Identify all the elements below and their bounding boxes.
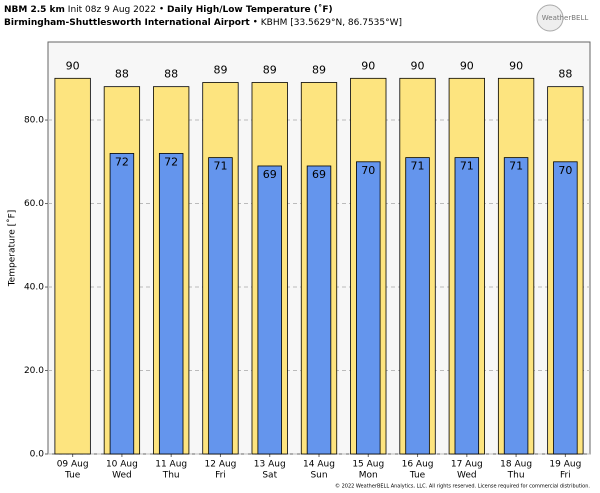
x-tick-label: 09 Aug (57, 460, 89, 470)
value-label: 90 (361, 59, 375, 72)
chart-title: Daily High/Low Temperature (˚F) (167, 4, 333, 15)
value-label: 71 (213, 160, 227, 173)
logo: WeatherBELL (542, 14, 589, 22)
value-label: 72 (164, 155, 178, 168)
x-tick-label: 19 Aug (549, 460, 581, 470)
y-axis-label: Temperature [˚F] (7, 210, 18, 288)
x-tick-weekday: Thu (507, 471, 525, 481)
bar-low (405, 157, 430, 455)
bar-low (356, 161, 381, 455)
bar-low (454, 157, 480, 455)
x-tick-label: 13 Aug (254, 460, 286, 470)
x-tick-weekday: Wed (112, 471, 132, 481)
x-tick-weekday: Sat (262, 471, 277, 481)
x-tick-label: 11 Aug (155, 460, 187, 470)
bar-low (208, 157, 233, 455)
value-label: 90 (66, 59, 80, 72)
x-tick-label: 15 Aug (352, 460, 384, 470)
value-label: 90 (411, 59, 425, 72)
value-label: 89 (213, 63, 227, 76)
y-tick-label: 40.0 (24, 283, 44, 293)
value-label: 69 (263, 168, 277, 181)
x-tick-weekday: Wed (457, 471, 477, 481)
x-tick-label: 17 Aug (451, 460, 483, 470)
x-tick-label: 12 Aug (205, 460, 237, 470)
value-label: 89 (312, 63, 326, 76)
value-label: 88 (558, 68, 572, 81)
title-init: Init 08z 9 Aug 2022 (68, 5, 156, 15)
bar-low (158, 153, 184, 455)
bar-low (109, 153, 135, 455)
bar-low (553, 161, 578, 455)
value-label: 88 (115, 68, 129, 81)
title-line-2: Birmingham-Shuttlesworth International A… (4, 18, 402, 28)
value-label: 90 (509, 59, 523, 72)
value-label: 71 (460, 160, 474, 173)
x-tick-weekday: Sun (310, 471, 327, 481)
bar-high (54, 77, 91, 455)
value-label: 70 (558, 164, 572, 177)
title-model: NBM 2.5 km (4, 5, 65, 15)
bar-low (306, 165, 332, 455)
bar-low (257, 165, 282, 455)
x-tick-label: 16 Aug (402, 460, 434, 470)
station-name: Birmingham-Shuttlesworth International A… (4, 18, 250, 28)
y-tick-label: 0.0 (30, 450, 45, 460)
value-label: 71 (509, 160, 523, 173)
x-tick-weekday: Tue (409, 471, 426, 481)
y-tick-label: 60.0 (24, 199, 44, 209)
x-tick-weekday: Tue (64, 471, 81, 481)
value-label: 69 (312, 168, 326, 181)
value-label: 72 (115, 155, 129, 168)
x-tick-weekday: Mon (359, 471, 378, 481)
value-label: 89 (263, 63, 277, 76)
x-tick-weekday: Fri (215, 471, 226, 481)
value-label: 88 (164, 68, 178, 81)
logo-icon (536, 4, 564, 32)
value-label: 90 (460, 59, 474, 72)
footer: © 2022 WeatherBELL Analytics, LLC. All r… (335, 483, 590, 490)
x-tick-label: 10 Aug (106, 460, 138, 470)
value-label: 71 (411, 160, 425, 173)
y-tick-label: 20.0 (24, 366, 44, 376)
x-tick-label: 14 Aug (303, 460, 335, 470)
y-tick-label: 80.0 (24, 116, 44, 126)
value-label: 70 (361, 164, 375, 177)
station-id: KBHM [33.5629°N, 86.7535°W] (261, 18, 402, 28)
title-line-1: NBM 2.5 km Init 08z 9 Aug 2022 • Daily H… (4, 4, 333, 15)
bar-low (503, 157, 529, 455)
x-tick-label: 18 Aug (500, 460, 532, 470)
x-tick-weekday: Thu (162, 471, 180, 481)
x-tick-weekday: Fri (560, 471, 571, 481)
